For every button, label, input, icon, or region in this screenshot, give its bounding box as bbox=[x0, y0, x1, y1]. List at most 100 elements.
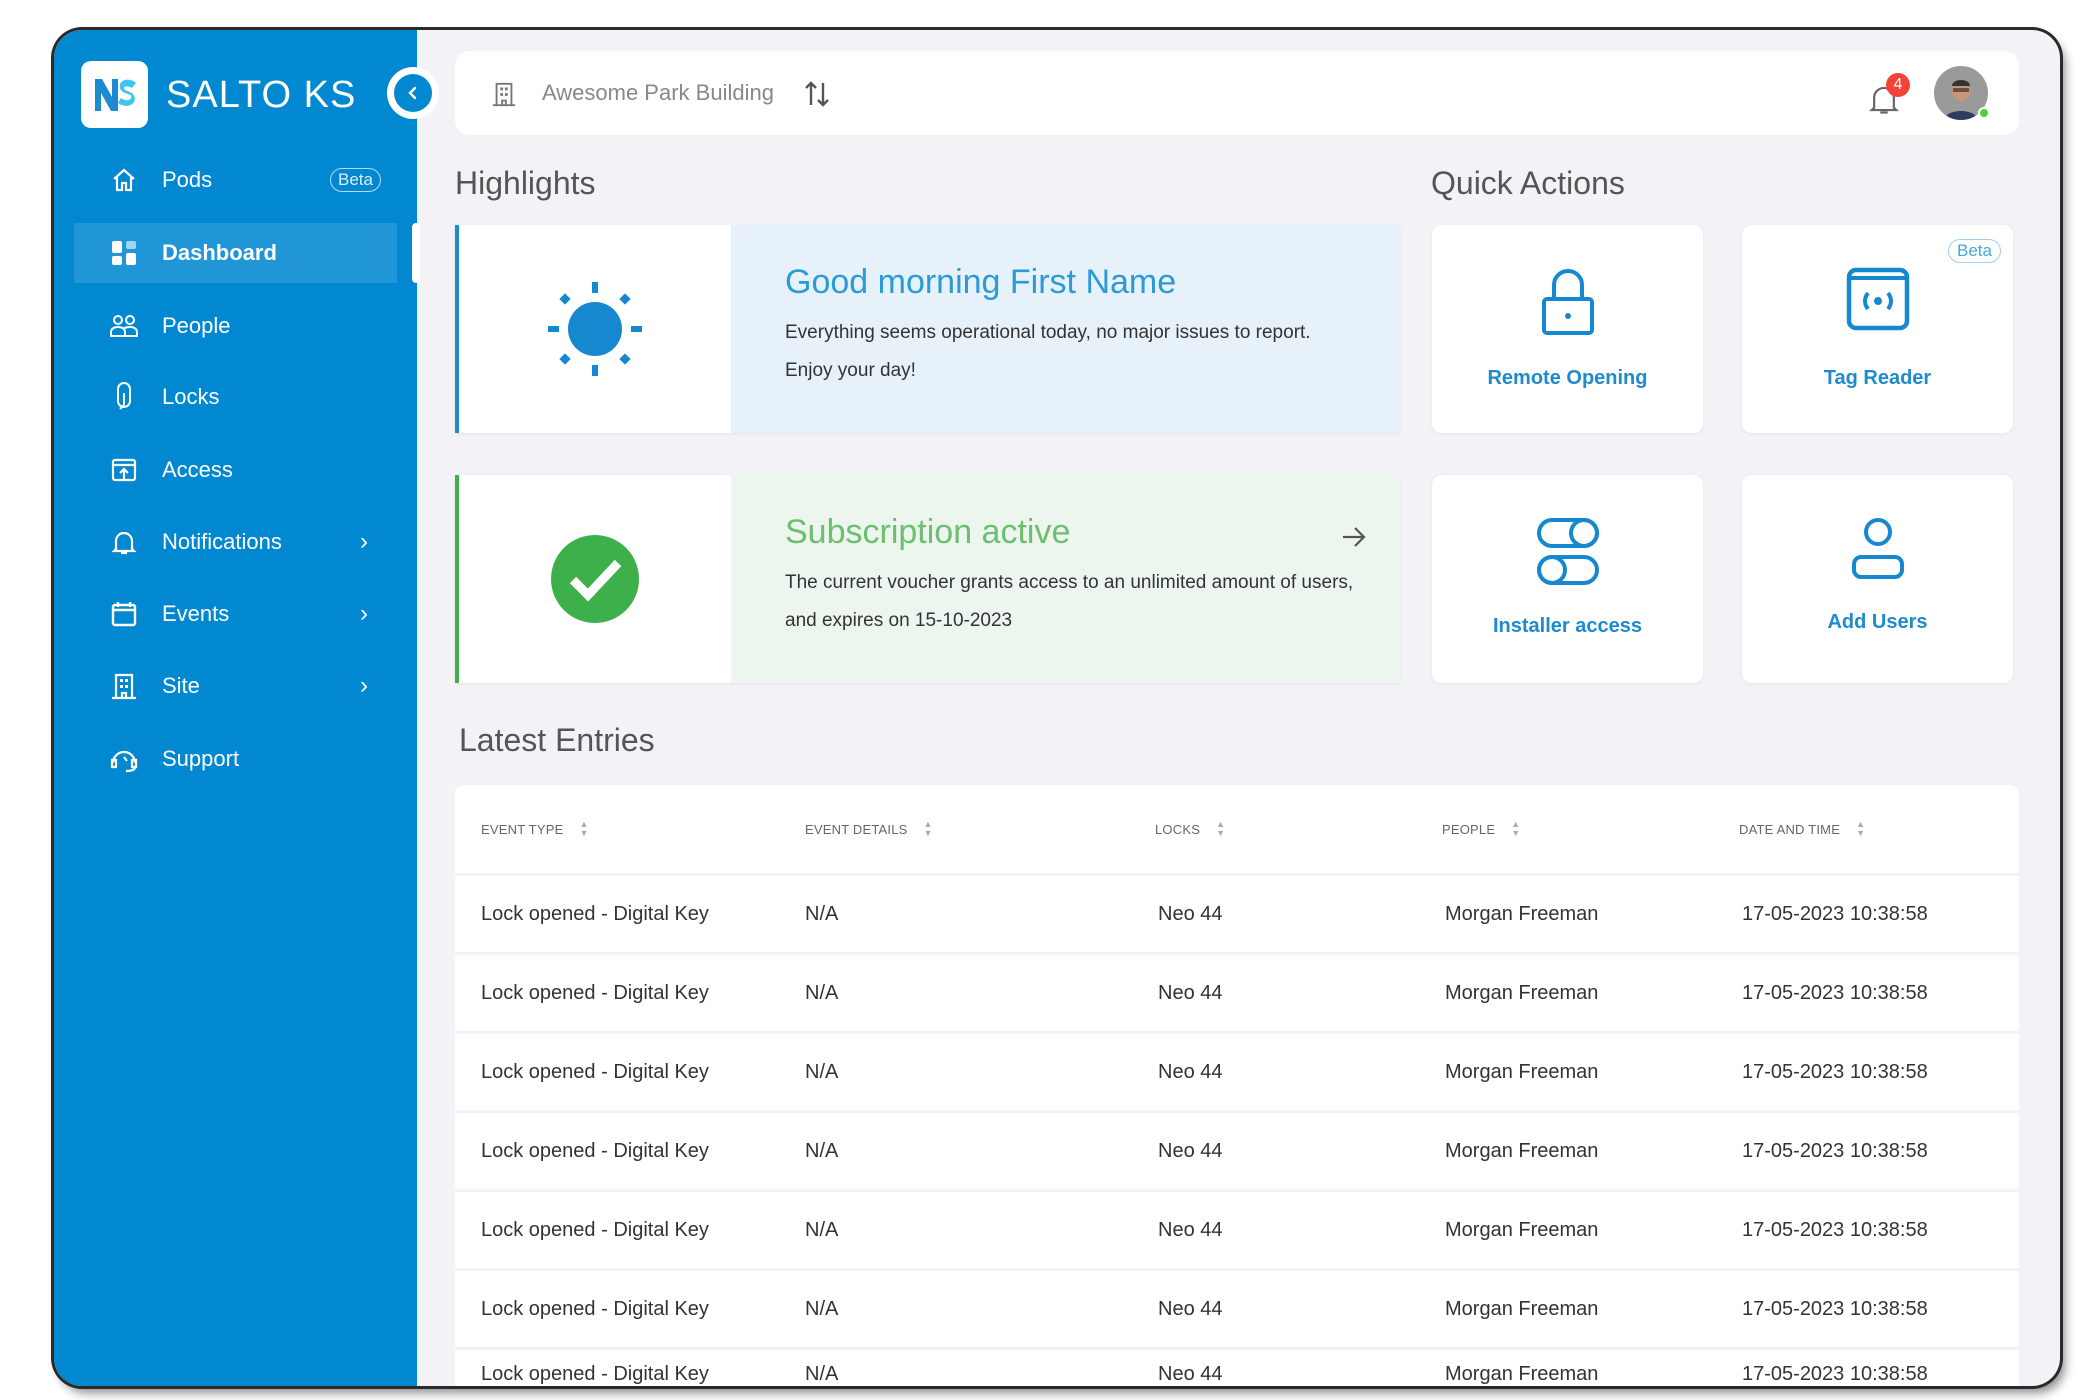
table-cell: Lock opened - Digital Key bbox=[481, 1139, 709, 1162]
sidebar-item-people[interactable]: People bbox=[74, 296, 397, 356]
table-cell: Morgan Freeman bbox=[1445, 981, 1599, 1004]
notifications-button[interactable]: 4 bbox=[1868, 73, 1910, 115]
tag-reader-button[interactable]: Beta Tag Reader bbox=[1742, 225, 2013, 433]
sidebar-item-label: Events bbox=[162, 601, 230, 626]
chevron-right-icon: › bbox=[360, 672, 368, 699]
switch-site-icon[interactable] bbox=[802, 79, 832, 109]
sidebar-item-label: People bbox=[162, 313, 231, 338]
table-cell: N/A bbox=[805, 1139, 839, 1162]
action-label: Remote Opening bbox=[1487, 367, 1648, 389]
table-cell: N/A bbox=[805, 902, 839, 925]
table-row[interactable]: Lock opened - Digital Key N/A Neo 44 Morgan… bbox=[455, 1034, 2019, 1110]
table-cell: 17-05-2023 10:38:58 bbox=[1742, 1363, 1928, 1385]
column-header-label: LOCKS bbox=[1155, 821, 1201, 837]
table-cell: Lock opened - Digital Key bbox=[481, 1297, 709, 1320]
sidebar-item-label: Support bbox=[162, 746, 240, 771]
sidebar: SALTO KS Pods Beta Dashboard People Lock… bbox=[54, 30, 439, 1386]
active-indicator bbox=[412, 223, 420, 283]
column-header[interactable]: EVENT TYPE ▲ ▼ bbox=[481, 785, 589, 873]
table-cell: N/A bbox=[805, 1060, 839, 1083]
tag-reader-icon bbox=[1846, 267, 1909, 331]
table-row[interactable]: Lock opened - Digital Key N/A Neo 44 Morgan… bbox=[455, 1113, 2019, 1189]
collapse-sidebar-button[interactable] bbox=[387, 67, 439, 119]
access-icon bbox=[109, 455, 139, 485]
building-icon bbox=[492, 82, 516, 107]
table-cell: 17-05-2023 10:38:58 bbox=[1742, 1060, 1928, 1083]
user-photo-icon bbox=[1944, 79, 1978, 120]
greeting-title: Good morning First Name bbox=[785, 263, 1177, 301]
column-header[interactable]: EVENT DETAILS ▲ ▼ bbox=[805, 785, 933, 873]
sidebar-item-site[interactable]: Site › bbox=[74, 656, 397, 716]
greeting-line-2: Enjoy your day! bbox=[785, 360, 916, 381]
table-cell: N/A bbox=[805, 1218, 839, 1241]
table-cell: 17-05-2023 10:38:58 bbox=[1742, 981, 1928, 1004]
building-icon bbox=[109, 671, 139, 701]
table-cell: Morgan Freeman bbox=[1445, 1060, 1599, 1083]
table-row[interactable]: Lock opened - Digital Key N/A Neo 44 Morgan… bbox=[455, 1192, 2019, 1268]
table-cell: N/A bbox=[805, 1297, 839, 1320]
chevron-right-icon: › bbox=[360, 528, 368, 555]
sidebar-item-label: Locks bbox=[162, 384, 220, 409]
site-selector[interactable]: Awesome Park Building bbox=[542, 80, 774, 105]
sidebar-item-pods[interactable]: Pods Beta bbox=[74, 150, 397, 210]
add-users-button[interactable]: Add Users bbox=[1742, 475, 2013, 683]
check-circle-icon bbox=[551, 535, 639, 623]
sidebar-item-notifications[interactable]: Notifications › bbox=[74, 512, 397, 572]
table-cell: Morgan Freeman bbox=[1445, 902, 1599, 925]
table-cell: N/A bbox=[805, 981, 839, 1004]
table-cell: Morgan Freeman bbox=[1445, 1139, 1599, 1162]
sort-icon[interactable]: ▲ ▼ bbox=[1511, 819, 1521, 838]
support-icon bbox=[109, 744, 139, 774]
remote-opening-button[interactable]: Remote Opening bbox=[1432, 225, 1703, 433]
table-cell: Lock opened - Digital Key bbox=[481, 981, 709, 1004]
sidebar-item-access[interactable]: Access bbox=[74, 440, 397, 500]
table-cell: Neo 44 bbox=[1158, 902, 1223, 925]
sidebar-item-label: Dashboard bbox=[162, 240, 277, 265]
lock-device-icon bbox=[109, 382, 139, 412]
table-row[interactable]: Lock opened - Digital Key N/A Neo 44 Morgan… bbox=[455, 876, 2019, 952]
table-cell: N/A bbox=[805, 1363, 839, 1385]
subscription-title: Subscription active bbox=[785, 513, 1071, 551]
table-row[interactable]: Lock opened - Digital Key N/A Neo 44 Morgan… bbox=[455, 1271, 2019, 1347]
installer-access-button[interactable]: Installer access bbox=[1432, 475, 1703, 683]
top-bar: Awesome Park Building 4 bbox=[455, 51, 2019, 135]
sun-icon bbox=[548, 282, 642, 376]
subscription-card[interactable]: Subscription active The current voucher … bbox=[455, 475, 1400, 683]
sidebar-item-support[interactable]: Support bbox=[74, 729, 397, 789]
table-cell: Neo 44 bbox=[1158, 1218, 1223, 1241]
table-row[interactable]: Lock opened - Digital Key N/A Neo 44 Morgan… bbox=[455, 1350, 2019, 1386]
sidebar-item-locks[interactable]: Locks bbox=[74, 367, 397, 427]
table-cell: Neo 44 bbox=[1158, 1060, 1223, 1083]
sidebar-item-events[interactable]: Events › bbox=[74, 584, 397, 644]
arrow-right-icon[interactable] bbox=[1340, 525, 1368, 549]
dashboard-icon bbox=[109, 238, 139, 268]
table-cell: Morgan Freeman bbox=[1445, 1363, 1599, 1385]
table-cell: Neo 44 bbox=[1158, 1363, 1223, 1385]
quick-actions-title: Quick Actions bbox=[1431, 165, 1625, 201]
action-label: Installer access bbox=[1493, 615, 1642, 637]
sort-icon[interactable]: ▲ ▼ bbox=[579, 819, 589, 838]
sort-icon[interactable]: ▲ ▼ bbox=[1856, 819, 1866, 838]
table-cell: Morgan Freeman bbox=[1445, 1297, 1599, 1320]
sidebar-item-label: Notifications bbox=[162, 529, 282, 554]
table-cell: Neo 44 bbox=[1158, 1297, 1223, 1320]
column-header[interactable]: PEOPLE ▲ ▼ bbox=[1442, 785, 1520, 873]
salto-logo-icon bbox=[94, 78, 136, 111]
sidebar-item-dashboard[interactable]: Dashboard bbox=[74, 223, 397, 283]
brand-name: SALTO KS bbox=[166, 74, 357, 116]
action-label: Tag Reader bbox=[1823, 367, 1932, 389]
logo[interactable] bbox=[81, 61, 148, 128]
toggles-icon bbox=[1536, 518, 1599, 585]
table-cell: Lock opened - Digital Key bbox=[481, 1060, 709, 1083]
latest-entries-table: EVENT TYPE ▲ ▼ EVENT DETAILS ▲ ▼ LOCKS ▲ ▼ PEOPLE… bbox=[455, 785, 2019, 1386]
sort-icon[interactable]: ▲ ▼ bbox=[1216, 819, 1226, 838]
table-row[interactable]: Lock opened - Digital Key N/A Neo 44 Morgan… bbox=[455, 955, 2019, 1031]
column-header[interactable]: DATE AND TIME ▲ ▼ bbox=[1739, 785, 1865, 873]
sort-icon[interactable]: ▲ ▼ bbox=[923, 819, 933, 838]
table-cell: Lock opened - Digital Key bbox=[481, 902, 709, 925]
table-cell: Lock opened - Digital Key bbox=[481, 1363, 709, 1385]
app-window: SALTO KS Pods Beta Dashboard People Lock… bbox=[54, 30, 2060, 1386]
avatar[interactable] bbox=[1934, 66, 1988, 120]
user-icon bbox=[1851, 518, 1904, 579]
column-header[interactable]: LOCKS ▲ ▼ bbox=[1155, 785, 1225, 873]
